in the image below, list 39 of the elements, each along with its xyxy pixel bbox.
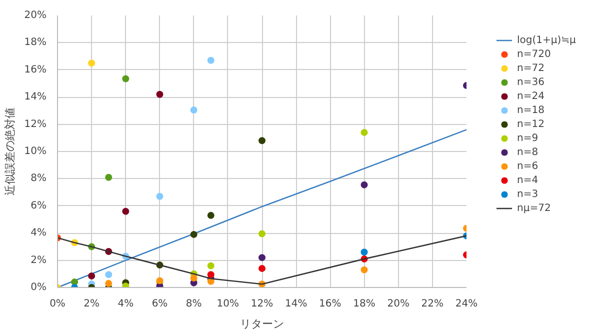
x-tick-label: 0% bbox=[50, 298, 66, 310]
x-tick-label: 12% bbox=[250, 298, 274, 310]
y-axis-title: 近似誤差の絶対値 bbox=[3, 108, 16, 196]
legend-label: n=36 bbox=[517, 76, 544, 89]
y-tick-label: 8% bbox=[30, 173, 47, 184]
y-tick-label: 2% bbox=[30, 254, 47, 266]
x-tick-label: 8% bbox=[186, 298, 202, 310]
x-tick-label: 22% bbox=[421, 298, 444, 310]
legend-label: n=9 bbox=[517, 132, 538, 145]
y-tick-label: 12% bbox=[24, 118, 47, 130]
x-tick-label: 10% bbox=[216, 298, 240, 310]
legend-label: n=4 bbox=[517, 174, 538, 187]
y-tick-label: 6% bbox=[30, 200, 47, 212]
legend-label: n=3 bbox=[517, 188, 538, 201]
y-tick-label: 16% bbox=[24, 64, 47, 76]
legend-label: nμ=72 bbox=[517, 202, 551, 215]
legend-label: n=18 bbox=[517, 104, 544, 117]
x-tick-label: 24% bbox=[455, 298, 478, 310]
legend-label: n=8 bbox=[517, 146, 538, 159]
x-tick-label: 18% bbox=[353, 298, 376, 310]
y-tick-label: 14% bbox=[24, 92, 47, 103]
x-axis-title: リターン bbox=[240, 318, 284, 330]
legend-label: log(1+μ)≒μ bbox=[517, 34, 576, 47]
x-tick-label: 20% bbox=[387, 298, 410, 310]
y-tick-label: 20% bbox=[24, 10, 47, 21]
legend-label: n=72 bbox=[517, 62, 544, 75]
x-tick-label: 4% bbox=[118, 298, 134, 310]
legend-label: n=6 bbox=[517, 160, 538, 173]
legend-label: n=12 bbox=[517, 118, 544, 131]
y-tick-label: 0% bbox=[30, 282, 47, 293]
x-tick-label: 2% bbox=[84, 298, 100, 310]
legend-label: n=720 bbox=[517, 48, 551, 61]
y-tick-label: 10% bbox=[24, 146, 47, 157]
x-tick-label: 6% bbox=[152, 298, 168, 310]
x-tick-label: 16% bbox=[319, 298, 342, 310]
x-tick-label: 14% bbox=[284, 298, 308, 310]
y-tick-label: 4% bbox=[30, 228, 47, 239]
legend-label: n=24 bbox=[517, 90, 544, 103]
y-tick-label: 18% bbox=[24, 37, 47, 48]
